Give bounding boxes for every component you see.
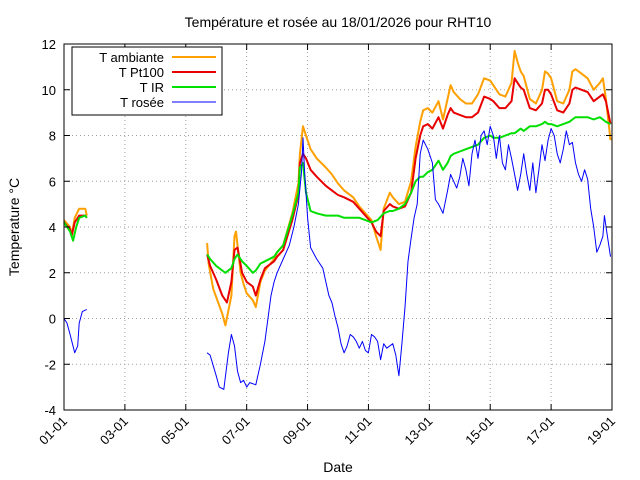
legend-label: T IR: [140, 80, 164, 95]
x-tick-label: 15-01: [462, 414, 496, 448]
x-tick-label: 03-01: [97, 414, 131, 448]
series-line-t-ambiante: [63, 207, 88, 238]
x-tick-label: 01-01: [36, 414, 70, 448]
x-tick-label: 09-01: [280, 414, 314, 448]
legend-label: T rosée: [120, 95, 164, 110]
y-tick-label: -2: [44, 357, 56, 372]
legend-box: [71, 46, 223, 116]
x-axis-title: Date: [323, 459, 353, 475]
series-line-t-ros-e: [63, 308, 88, 354]
y-tick-label: 8: [49, 129, 56, 144]
y-tick-label: 6: [49, 174, 56, 189]
series-line-t-ros-e: [206, 125, 611, 390]
series-line-t-ir: [63, 214, 88, 242]
grid-layer: [64, 44, 612, 410]
y-tick-label: -4: [44, 403, 56, 418]
x-tick-label: 07-01: [219, 414, 253, 448]
x-tick-label: 17-01: [523, 414, 557, 448]
x-tick-label: 11-01: [341, 414, 374, 447]
series-line-t-ir: [206, 116, 611, 274]
series-line-t-pt100: [206, 77, 612, 304]
chart-title: Température et rosée au 18/01/2026 pour …: [185, 14, 492, 30]
y-tick-label: 0: [49, 312, 56, 327]
x-tick-label: 13-01: [401, 414, 435, 448]
y-tick-label: 12: [42, 37, 56, 52]
y-axis-title: Temperature °C: [6, 178, 22, 276]
legend-label: T Pt100: [119, 65, 164, 80]
y-tick-label: 10: [42, 83, 56, 98]
x-tick-label: 05-01: [158, 414, 192, 448]
x-tick-label: 19-01: [584, 414, 618, 448]
legend-label: T ambiante: [99, 50, 164, 65]
series-layer: [63, 49, 612, 390]
y-tick-label: 4: [49, 220, 56, 235]
y-tick-label: 2: [49, 266, 56, 281]
